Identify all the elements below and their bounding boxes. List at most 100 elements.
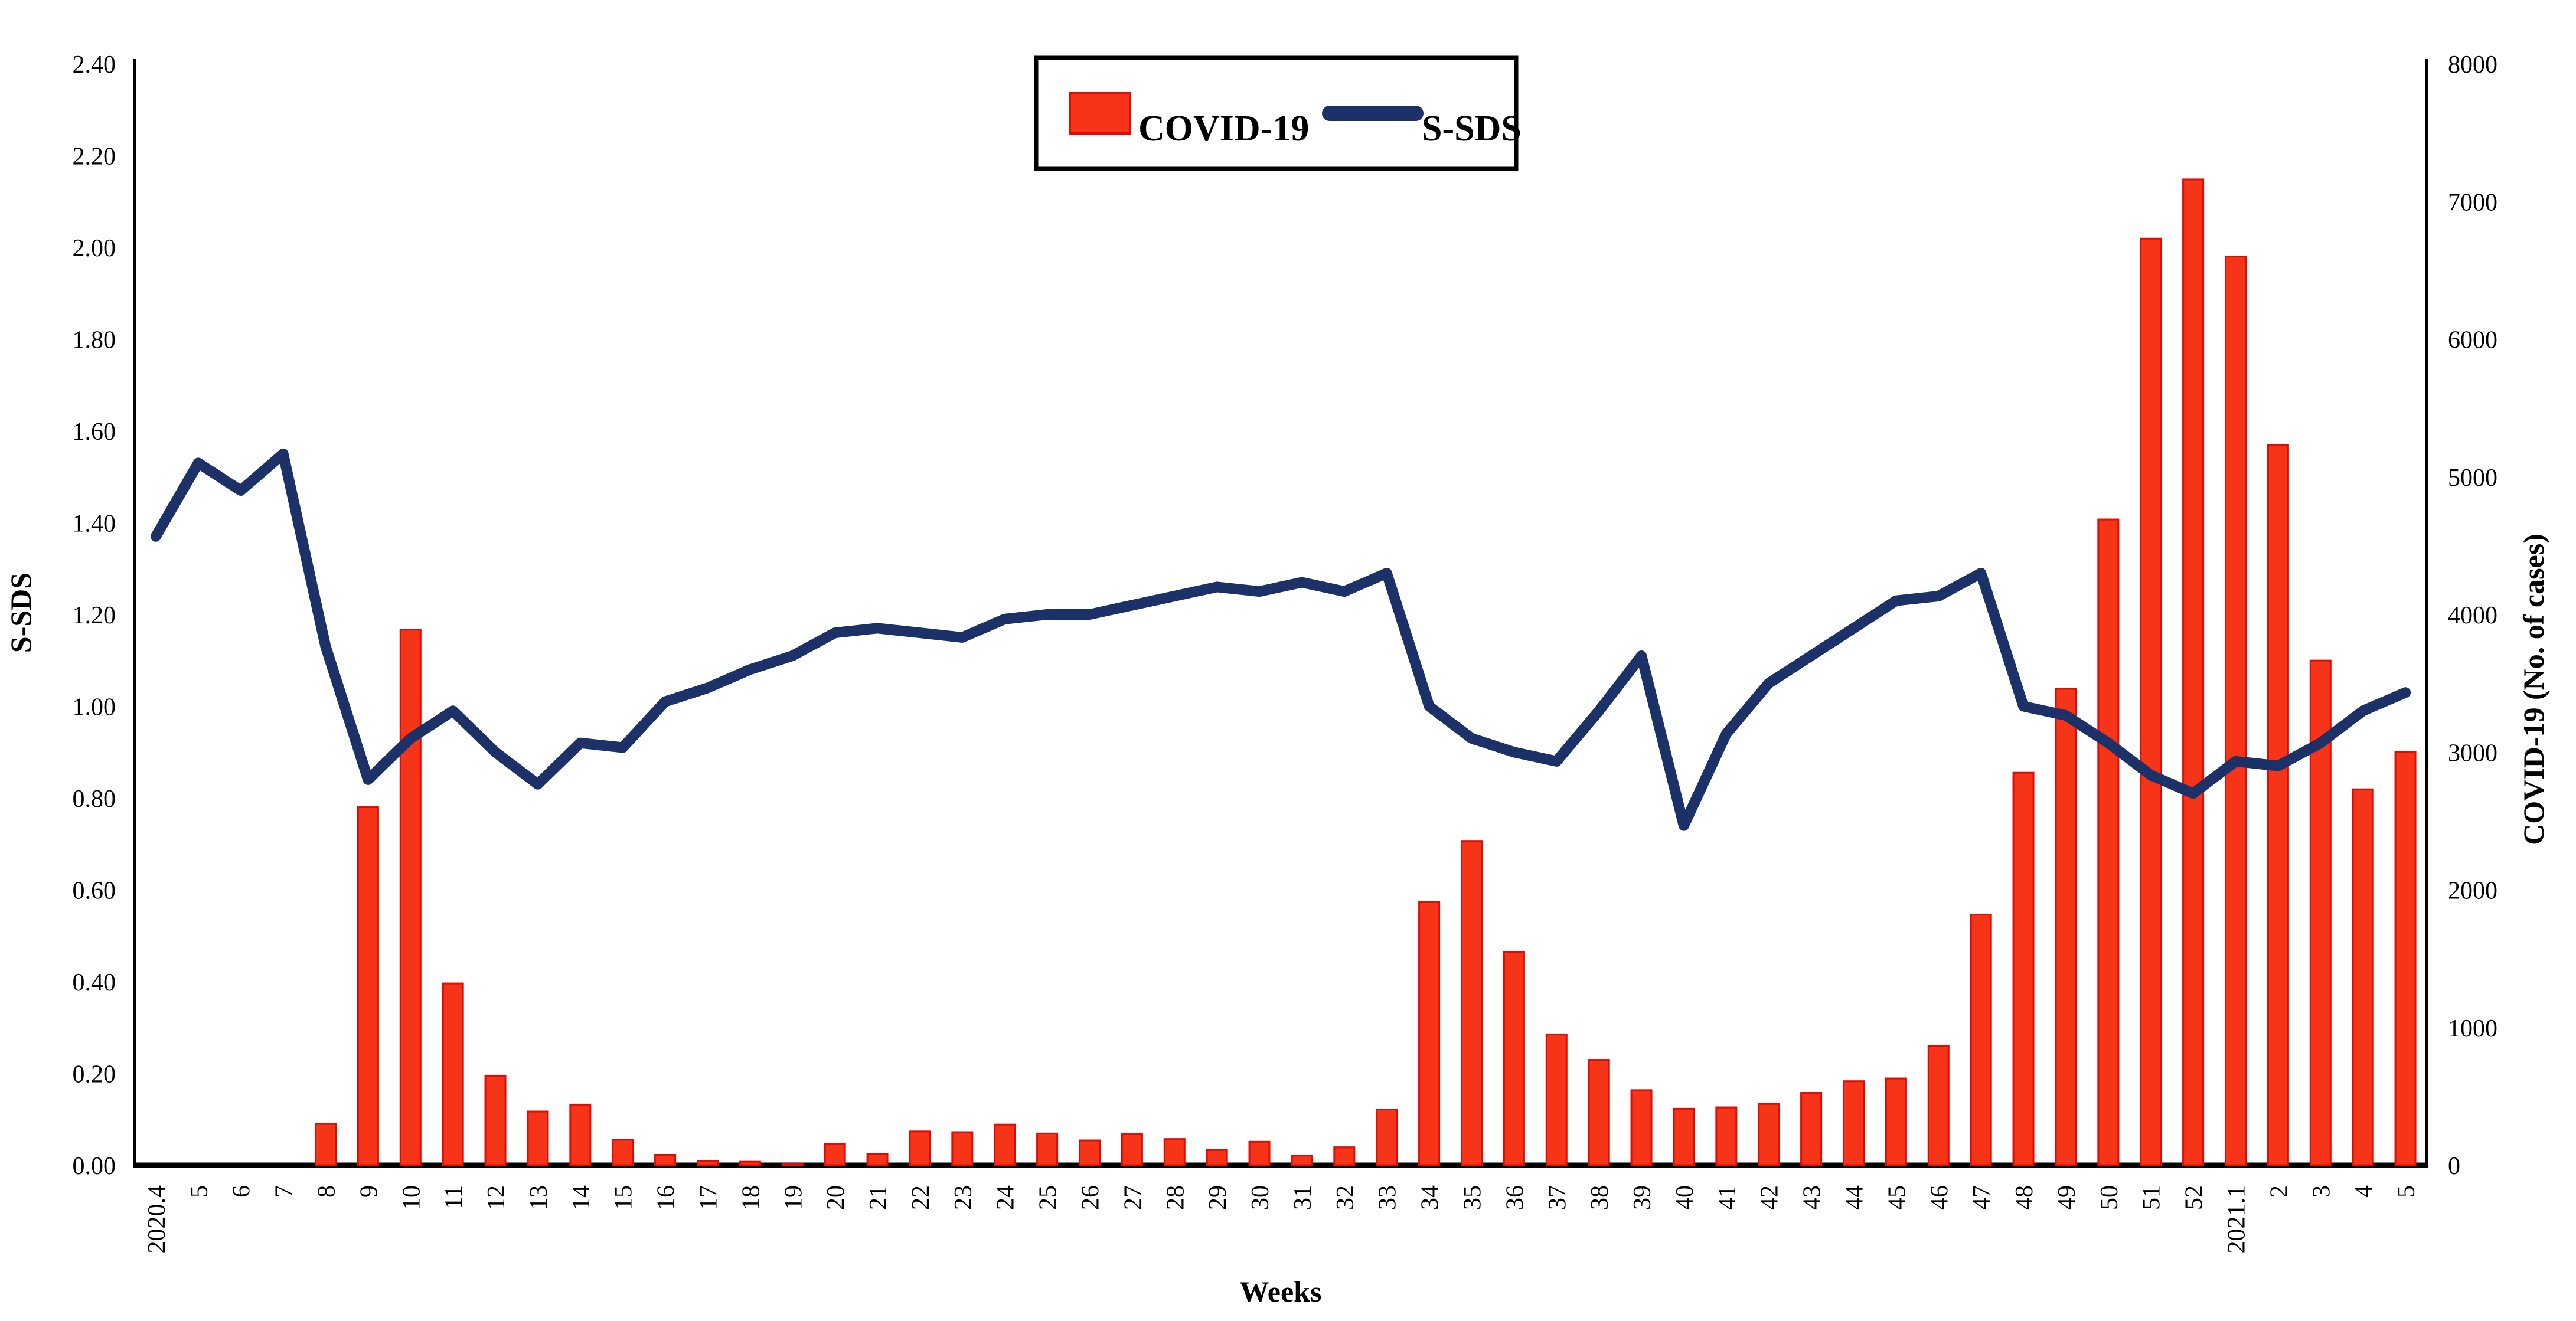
left-axis-tick-labels: 0.00 0.20 0.40 0.60 0.80 1.00 1.20 1.40 1.60 1.80… bbox=[73, 51, 116, 1180]
bar-week-42 bbox=[1758, 1103, 1780, 1166]
bar-week-35 bbox=[1461, 840, 1483, 1166]
bar-week-26 bbox=[1079, 1139, 1101, 1166]
left-tick-label: 0.60 bbox=[73, 878, 116, 905]
bar-week-14 bbox=[569, 1103, 592, 1166]
x-tick-label-41: 41 bbox=[1714, 1185, 1741, 1210]
bar-week-23 bbox=[951, 1131, 974, 1166]
x-tick-label-39: 39 bbox=[1629, 1185, 1656, 1210]
legend: COVID-19 S-SDS bbox=[1034, 55, 1522, 171]
x-tick-label-36: 36 bbox=[1501, 1185, 1529, 1210]
right-tick-label: 6000 bbox=[2448, 327, 2497, 354]
bar-week-38 bbox=[1588, 1059, 1610, 1166]
right-tick-label: 4000 bbox=[2448, 602, 2497, 629]
left-tick-label: 1.60 bbox=[73, 418, 116, 446]
x-tick-label-22: 22 bbox=[907, 1185, 935, 1210]
x-tick-label-27: 27 bbox=[1119, 1185, 1147, 1210]
bar-week-32 bbox=[1333, 1146, 1356, 1166]
bar-week-33 bbox=[1376, 1109, 1398, 1166]
bar-week-16 bbox=[654, 1154, 677, 1166]
left-tick-label: 2.20 bbox=[73, 143, 116, 171]
bar-week-45 bbox=[1885, 1077, 1907, 1166]
x-tick-label-8: 8 bbox=[314, 1185, 341, 1198]
x-tick-label-3: 3 bbox=[2308, 1185, 2335, 1198]
x-tick-label-19: 19 bbox=[780, 1185, 807, 1210]
x-axis-tick-labels: 2020.4 5 6 7 8 9 10 11 12 13 14 15 16 17 18 19 20 21 22 23 2… bbox=[143, 1185, 2420, 1254]
bar-week-47 bbox=[1970, 913, 1992, 1166]
bar-week-29 bbox=[1206, 1149, 1228, 1166]
x-tick-label-11: 11 bbox=[440, 1185, 468, 1209]
x-tick-label-28: 28 bbox=[1162, 1185, 1189, 1210]
bar-week-5 bbox=[2394, 751, 2417, 1166]
x-tick-label-49: 49 bbox=[2053, 1185, 2081, 1210]
x-tick-label-24: 24 bbox=[992, 1185, 1020, 1210]
left-tick-label: 1.40 bbox=[73, 511, 116, 538]
left-tick-label: 1.20 bbox=[73, 602, 116, 629]
x-tick-label-33: 33 bbox=[1374, 1185, 1402, 1210]
x-tick-label-46: 46 bbox=[1926, 1185, 1953, 1210]
bar-week-24 bbox=[994, 1123, 1016, 1166]
covid19-bar-swatch-icon bbox=[1069, 92, 1131, 135]
left-tick-label: 2.40 bbox=[73, 51, 116, 79]
left-tick-label: 0.20 bbox=[73, 1061, 116, 1088]
bar-week-22 bbox=[909, 1130, 931, 1166]
x-tick-label-12: 12 bbox=[483, 1185, 510, 1210]
bar-week-30 bbox=[1248, 1140, 1271, 1166]
x-tick-label-18: 18 bbox=[737, 1185, 765, 1210]
x-tick-label-17: 17 bbox=[696, 1185, 723, 1210]
bar-week-46 bbox=[1927, 1045, 1950, 1166]
left-tick-label: 1.80 bbox=[73, 327, 116, 354]
bar-week-36 bbox=[1503, 950, 1525, 1166]
right-tick-label: 7000 bbox=[2448, 189, 2497, 216]
x-tick-label-42: 42 bbox=[1756, 1185, 1784, 1210]
x-tick-label-34: 34 bbox=[1417, 1185, 1444, 1210]
x-tick-label-2020.4: 2020.4 bbox=[143, 1185, 171, 1254]
right-tick-label: 2000 bbox=[2448, 878, 2497, 905]
bar-week-40 bbox=[1673, 1107, 1695, 1166]
x-tick-label-52: 52 bbox=[2181, 1185, 2208, 1210]
x-tick-label-29: 29 bbox=[1204, 1185, 1232, 1210]
x-tick-label-13: 13 bbox=[525, 1185, 553, 1210]
x-tick-label-25: 25 bbox=[1035, 1185, 1062, 1210]
bar-week-11 bbox=[442, 982, 464, 1166]
bar-week-41 bbox=[1715, 1106, 1738, 1166]
bar-week-18 bbox=[739, 1160, 761, 1166]
right-tick-label: 8000 bbox=[2448, 51, 2497, 79]
ssds-line bbox=[150, 448, 2411, 831]
bar-week-4 bbox=[2352, 788, 2374, 1166]
bar-week-50 bbox=[2097, 518, 2120, 1166]
bar-week-20 bbox=[824, 1143, 846, 1166]
x-tick-label-32: 32 bbox=[1332, 1185, 1359, 1210]
left-axis-title: S-SDS bbox=[4, 573, 37, 653]
x-tick-label-6: 6 bbox=[228, 1185, 256, 1198]
right-tick-label: 3000 bbox=[2448, 740, 2497, 767]
x-tick-label-37: 37 bbox=[1544, 1185, 1571, 1210]
bar-week-37 bbox=[1545, 1033, 1568, 1166]
x-tick-label-47: 47 bbox=[1968, 1185, 1996, 1210]
bar-week-12 bbox=[484, 1074, 507, 1166]
x-tick-label-23: 23 bbox=[950, 1185, 977, 1210]
x-tick-label-5: 5 bbox=[2393, 1185, 2420, 1198]
bar-week-49 bbox=[2055, 688, 2077, 1166]
x-tick-label-10: 10 bbox=[398, 1185, 425, 1210]
x-tick-label-9: 9 bbox=[355, 1185, 383, 1198]
bar-week-17 bbox=[697, 1160, 719, 1166]
left-tick-label: 0.80 bbox=[73, 786, 116, 813]
x-tick-label-50: 50 bbox=[2096, 1185, 2123, 1210]
left-tick-label: 1.00 bbox=[73, 694, 116, 721]
left-tick-label: 2.00 bbox=[73, 235, 116, 262]
bar-week-19 bbox=[781, 1163, 804, 1166]
x-tick-label-44: 44 bbox=[1842, 1185, 1869, 1210]
covid19-bars-series bbox=[315, 178, 2417, 1166]
legend-label-covid19: COVID-19 bbox=[1138, 109, 1309, 149]
bar-week-15 bbox=[612, 1139, 634, 1166]
x-tick-label-15: 15 bbox=[610, 1185, 638, 1210]
bar-week-31 bbox=[1291, 1155, 1313, 1166]
x-tick-label-20: 20 bbox=[822, 1185, 850, 1210]
x-tick-label-40: 40 bbox=[1671, 1185, 1699, 1210]
bar-week-8 bbox=[315, 1123, 337, 1166]
legend-label-ssds: S-SDS bbox=[1422, 109, 1522, 149]
x-tick-label-4: 4 bbox=[2350, 1185, 2378, 1198]
x-tick-label-45: 45 bbox=[1883, 1185, 1911, 1210]
x-tick-label-16: 16 bbox=[653, 1185, 680, 1210]
